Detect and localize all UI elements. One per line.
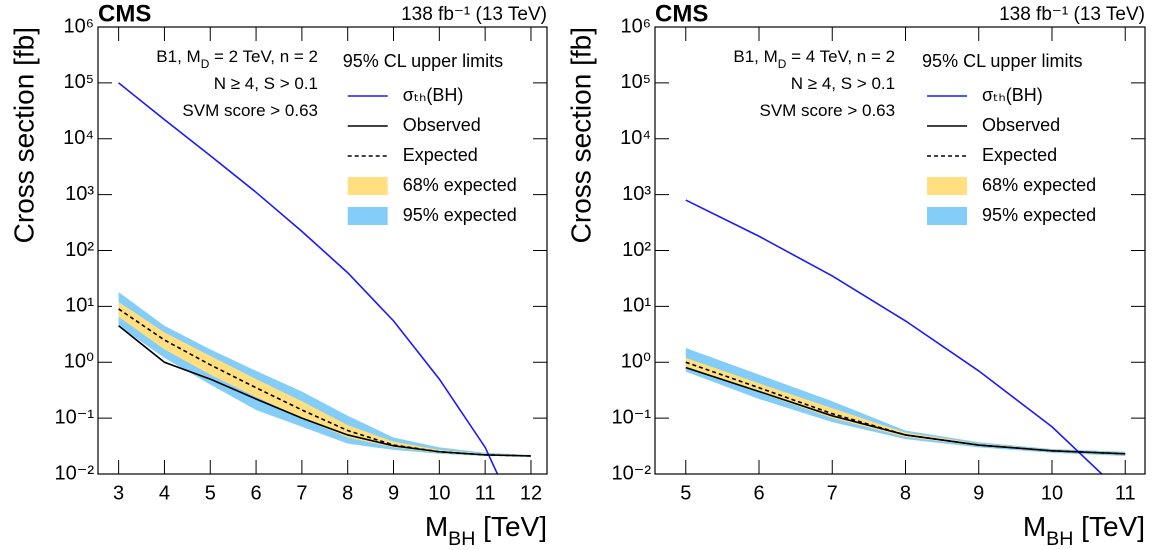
text-part: SVM score > 0.63 [182, 101, 318, 120]
y-tick-label: 10⁵ [63, 71, 94, 93]
text-part: B1, M [733, 47, 777, 66]
x-tick-label: 10 [428, 482, 450, 504]
text-part: M [425, 511, 448, 542]
x-tick-label: 9 [388, 482, 399, 504]
y-tick-label: 10⁻¹ [612, 406, 652, 428]
text-part: = 2 TeV, n = 2 [209, 47, 318, 66]
annotation: B1, MD = 4 TeV, n = 2 [733, 47, 895, 71]
legend-label: 68% expected [403, 175, 517, 195]
y-tick-label: 10⁻² [612, 462, 652, 484]
plot-area [118, 82, 531, 474]
series-line [685, 361, 1126, 455]
text-part: M [1023, 511, 1046, 542]
x-tick-label: 9 [973, 482, 984, 504]
x-tick-label: 11 [1115, 482, 1136, 504]
x-tick-label: 5 [205, 482, 216, 504]
annotation: SVM score > 0.63 [760, 101, 896, 120]
x-tick-label: 6 [753, 482, 764, 504]
legend-label: Observed [403, 115, 481, 135]
legend-label: Observed [982, 115, 1060, 135]
y-tick-label: 10⁻¹ [55, 406, 95, 428]
experiment-label: CMS [98, 0, 151, 27]
legend-label: Expected [982, 145, 1057, 165]
band [118, 301, 531, 456]
text-part: = 4 TeV, n = 2 [786, 47, 895, 66]
lumi-label: 138 fb⁻¹ (13 TeV) [999, 4, 1145, 25]
y-tick-label: 10² [622, 239, 651, 261]
text-part: N ≥ 4, S > 0.1 [791, 74, 895, 93]
text-part: N ≥ 4, S > 0.1 [214, 74, 318, 93]
y-tick-label: 10¹ [65, 295, 94, 317]
x-tick-label: 7 [296, 482, 307, 504]
y-tick-label: 10² [65, 239, 94, 261]
annotation: N ≥ 4, S > 0.1 [214, 74, 318, 93]
annotation: N ≥ 4, S > 0.1 [791, 74, 895, 93]
x-tick-label: 4 [159, 482, 170, 504]
x-tick-label: 11 [475, 482, 496, 504]
band [118, 292, 531, 456]
x-tick-label: 6 [251, 482, 262, 504]
series-line [118, 325, 531, 457]
text-part: [TeV] [475, 511, 547, 542]
x-tick-label: 8 [342, 482, 353, 504]
legend-label: Expected [403, 145, 478, 165]
text-part: BH [448, 528, 475, 550]
x-tick-label: 8 [900, 482, 911, 504]
annotation: SVM score > 0.63 [182, 101, 318, 120]
y-tick-label: 10⁻² [55, 462, 95, 484]
y-tick-label: 10³ [622, 183, 651, 205]
y-tick-label: 10⁰ [621, 351, 651, 373]
text-part: SVM score > 0.63 [760, 101, 896, 120]
series-line [118, 82, 499, 474]
y-axis-label: Cross section [fb] [565, 27, 596, 243]
legend-swatch [347, 207, 388, 225]
series-line [685, 199, 1103, 474]
band [685, 347, 1126, 456]
text-part: BH [1046, 528, 1073, 550]
legend-label: σₜₕ(BH) [982, 85, 1043, 105]
y-tick-label: 10⁶ [621, 15, 651, 37]
y-tick-label: 10⁶ [64, 15, 94, 37]
x-axis-label: MBH [TeV] [1023, 511, 1145, 550]
x-tick-label: 12 [520, 482, 542, 504]
y-tick-label: 10⁵ [620, 71, 651, 93]
y-tick-label: 10⁴ [63, 127, 94, 149]
legend-title: 95% CL upper limits [922, 51, 1082, 71]
series-line [118, 308, 531, 457]
annotation: B1, MD = 2 TeV, n = 2 [156, 47, 318, 71]
legend-label: σₜₕ(BH) [403, 85, 464, 105]
plot-area [685, 199, 1126, 474]
legend-label: 95% expected [982, 205, 1096, 225]
legend-swatch [927, 207, 968, 225]
legend-label: 95% expected [403, 205, 517, 225]
x-tick-label: 7 [827, 482, 838, 504]
text-part: B1, M [156, 47, 200, 66]
text-part: D [201, 57, 210, 71]
y-tick-label: 10⁰ [64, 351, 94, 373]
legend-swatch [347, 177, 388, 195]
text-part: [TeV] [1073, 511, 1145, 542]
lumi-label: 138 fb⁻¹ (13 TeV) [401, 4, 547, 25]
y-tick-label: 10³ [65, 183, 94, 205]
experiment-label: CMS [655, 0, 708, 27]
legend-label: 68% expected [982, 175, 1096, 195]
x-tick-label: 10 [1041, 482, 1063, 504]
text-part: D [778, 57, 787, 71]
legend-title: 95% CL upper limits [343, 51, 503, 71]
y-tick-label: 10⁴ [620, 127, 651, 149]
y-axis-label: Cross section [fb] [8, 27, 39, 243]
legend-swatch [927, 177, 968, 195]
x-axis-label: MBH [TeV] [425, 511, 547, 550]
x-tick-label: 5 [680, 482, 691, 504]
plot-frame [654, 26, 1146, 475]
x-tick-label: 3 [113, 482, 124, 504]
y-tick-label: 10¹ [622, 295, 651, 317]
